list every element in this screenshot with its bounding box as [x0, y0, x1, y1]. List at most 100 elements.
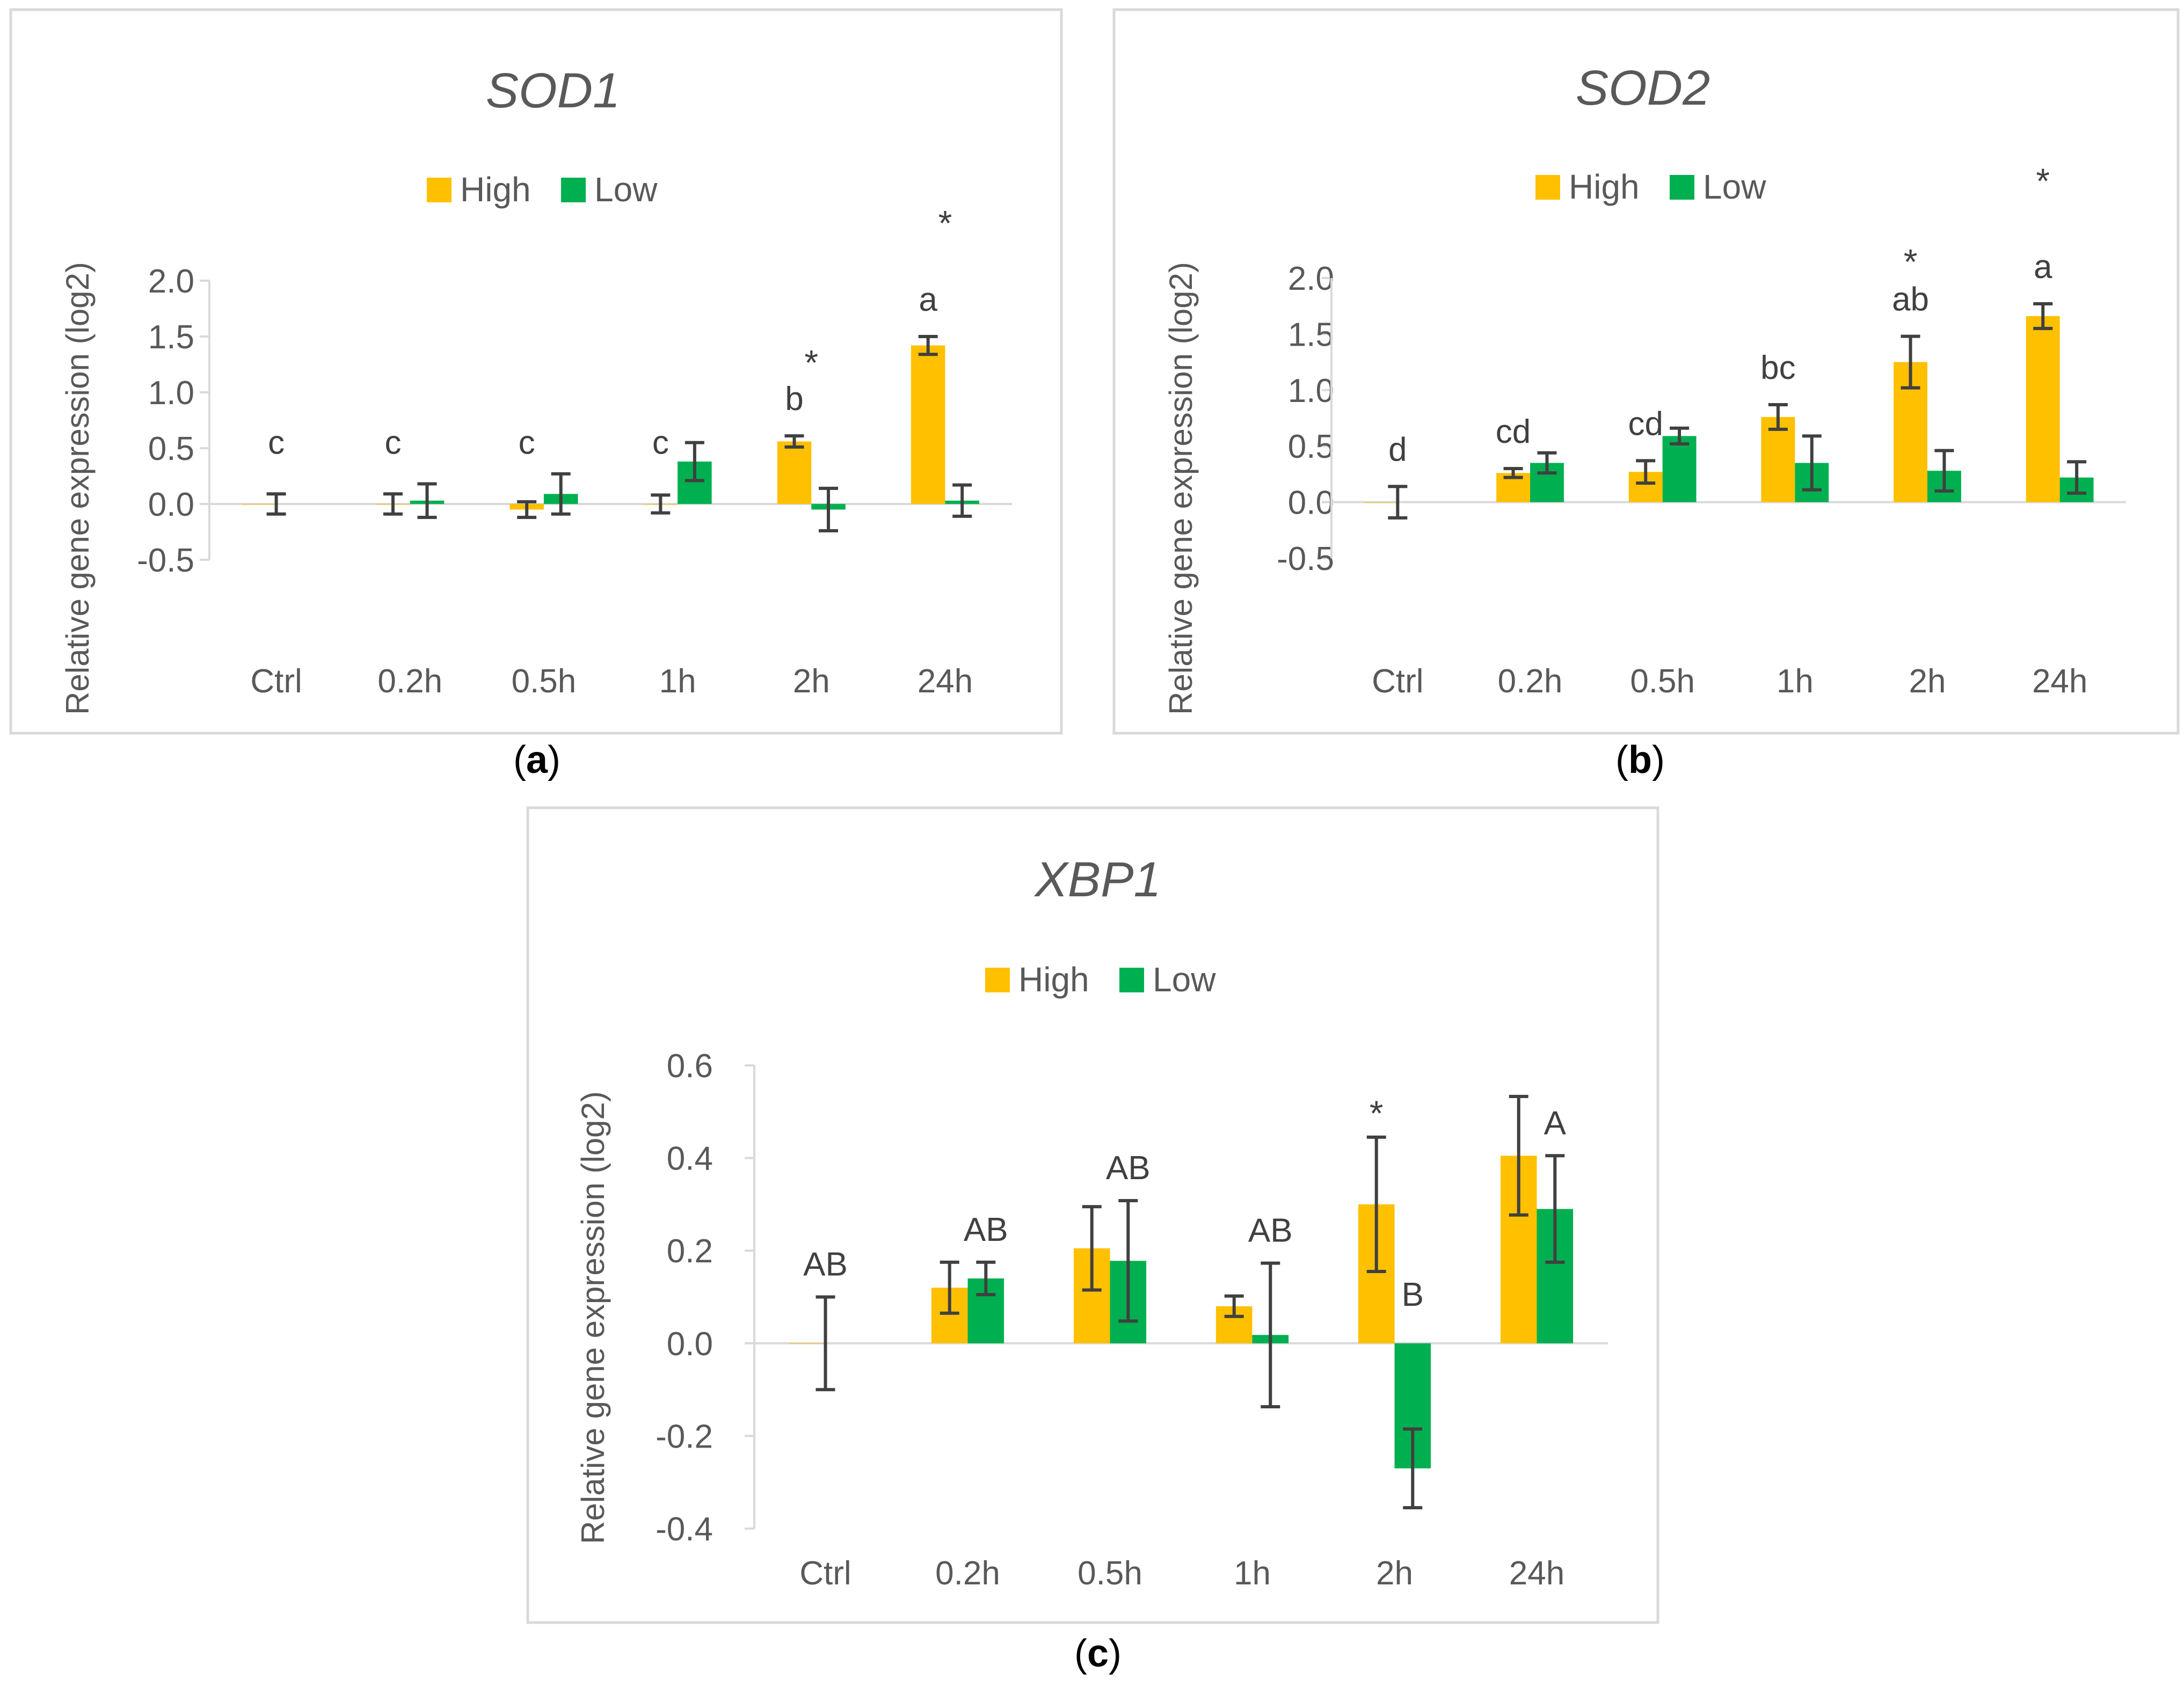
- x-tick-label: 1h: [659, 663, 696, 700]
- significance-letter: c: [652, 424, 669, 461]
- significance-letter: c: [268, 424, 285, 461]
- legend: High Low: [985, 960, 1216, 999]
- y-tick-label: 0.5: [148, 430, 194, 467]
- legend-swatch-high: [985, 968, 1010, 992]
- significance-letter: c: [384, 424, 401, 461]
- y-tick-label: 0.2: [667, 1233, 713, 1270]
- y-tick-label: 1.0: [1288, 372, 1334, 410]
- y-tick-label: 1.0: [148, 375, 194, 412]
- bar-low: [1662, 436, 1697, 502]
- x-tick-label: 24h: [2032, 663, 2087, 700]
- significance-letter: c: [519, 424, 535, 461]
- legend-label-low: Low: [1703, 167, 1766, 206]
- x-tick-label: 2h: [1376, 1555, 1413, 1592]
- legend: High Low: [1535, 167, 1766, 206]
- x-tick-label: Ctrl: [250, 663, 302, 700]
- chart-frame: [526, 806, 1659, 1624]
- significance-letter: bc: [1760, 349, 1795, 386]
- significance-letter: b: [785, 381, 803, 418]
- bar-high: [911, 345, 945, 504]
- chart-panel-2: SOD2 High Low Relative gene expression (log…: [1112, 8, 2180, 781]
- bar-high: [1364, 502, 1398, 503]
- y-tick-label: 1.5: [148, 319, 194, 356]
- significance-star: *: [1370, 1093, 1384, 1133]
- y-tick-label: 0.0: [1288, 485, 1334, 522]
- chart-frame: [1112, 8, 2180, 735]
- bar-high: [2026, 316, 2060, 502]
- significance-letter: A: [1544, 1105, 1567, 1142]
- chart-title: SOD1: [486, 63, 621, 118]
- panel-label-open: (: [1074, 1632, 1087, 1675]
- x-tick-label: Ctrl: [1372, 663, 1423, 700]
- y-tick-label: 2.0: [148, 263, 194, 300]
- bar-high: [1761, 416, 1795, 502]
- x-tick-label: 24h: [918, 663, 973, 700]
- panel-label-letter: a: [526, 739, 548, 781]
- panel-label-close: ): [548, 739, 560, 781]
- y-tick-label: 0.0: [148, 486, 194, 523]
- bar-high: [242, 504, 276, 505]
- significance-letter: AB: [964, 1211, 1008, 1248]
- y-tick-label: -0.4: [656, 1511, 713, 1548]
- y-axis-label: Relative gene expression (log2): [1163, 262, 1199, 715]
- bar-high: [777, 441, 812, 504]
- legend-label-high: High: [460, 170, 531, 209]
- significance-star: *: [938, 203, 952, 243]
- x-tick-label: 0.2h: [1498, 663, 1563, 700]
- panel-label-open: (: [1615, 739, 1628, 781]
- significance-star: *: [1904, 242, 1918, 281]
- y-axis-label: Relative gene expression (log2): [60, 262, 96, 715]
- panel-label-close: ): [1109, 1632, 1122, 1675]
- panel-label-open: (: [513, 739, 526, 781]
- panel-label-close: ): [1652, 739, 1665, 781]
- legend-swatch-low: [1670, 175, 1694, 200]
- chart-title: SOD2: [1576, 61, 1710, 115]
- x-tick-label: 0.5h: [1078, 1555, 1142, 1592]
- legend-label-low: Low: [594, 170, 658, 209]
- panel-label: (b): [1615, 739, 1665, 781]
- chart-panel-3: XBP1 High Low Relative gene expression (log…: [526, 806, 1659, 1675]
- y-axis-label: Relative gene expression (log2): [575, 1091, 611, 1544]
- y-tick-label: 1.5: [1288, 316, 1334, 353]
- significance-letter: ab: [1892, 281, 1929, 318]
- y-tick-label: 2.0: [1288, 260, 1334, 297]
- legend-label-high: High: [1569, 167, 1640, 206]
- panel-label-letter: c: [1087, 1632, 1109, 1675]
- significance-letter: a: [2034, 248, 2052, 286]
- chart-frame: [9, 8, 1063, 735]
- y-tick-label: -0.5: [137, 542, 194, 579]
- y-tick-label: -0.5: [1277, 540, 1334, 578]
- legend-swatch-high: [1535, 175, 1560, 200]
- significance-letter: B: [1402, 1276, 1424, 1313]
- significance-letter: AB: [1248, 1212, 1293, 1249]
- x-tick-label: 2h: [1909, 663, 1946, 700]
- significance-star: *: [2036, 161, 2050, 201]
- x-tick-label: Ctrl: [799, 1555, 851, 1592]
- x-tick-label: 24h: [1509, 1555, 1564, 1592]
- chart-panel-1: SOD1 High Low Relative gene expression (log…: [9, 8, 1063, 781]
- y-tick-label: 0.5: [1288, 428, 1334, 465]
- significance-letter: cd: [1628, 405, 1663, 442]
- significance-letter: AB: [1106, 1150, 1151, 1187]
- y-tick-label: 0.4: [667, 1141, 713, 1178]
- y-tick-label: -0.2: [656, 1418, 713, 1455]
- x-tick-label: 0.5h: [512, 663, 577, 700]
- legend-label-low: Low: [1153, 960, 1216, 999]
- legend-swatch-high: [427, 178, 452, 202]
- x-tick-label: 1h: [1234, 1555, 1271, 1592]
- legend: High Low: [427, 170, 658, 209]
- panel-label: (c): [1074, 1632, 1122, 1675]
- y-tick-label: 0.6: [667, 1048, 713, 1085]
- x-tick-label: 0.2h: [935, 1555, 1000, 1592]
- legend-label-high: High: [1018, 960, 1089, 999]
- x-tick-label: 0.2h: [377, 663, 442, 700]
- significance-letter: cd: [1496, 413, 1531, 450]
- x-tick-label: 1h: [1777, 663, 1814, 700]
- x-tick-label: 2h: [793, 663, 830, 700]
- x-tick-label: 0.5h: [1630, 663, 1695, 700]
- y-tick-label: 0.0: [667, 1326, 713, 1363]
- significance-star: *: [804, 343, 818, 383]
- chart-title: XBP1: [1033, 852, 1161, 907]
- significance-letter: a: [919, 281, 937, 318]
